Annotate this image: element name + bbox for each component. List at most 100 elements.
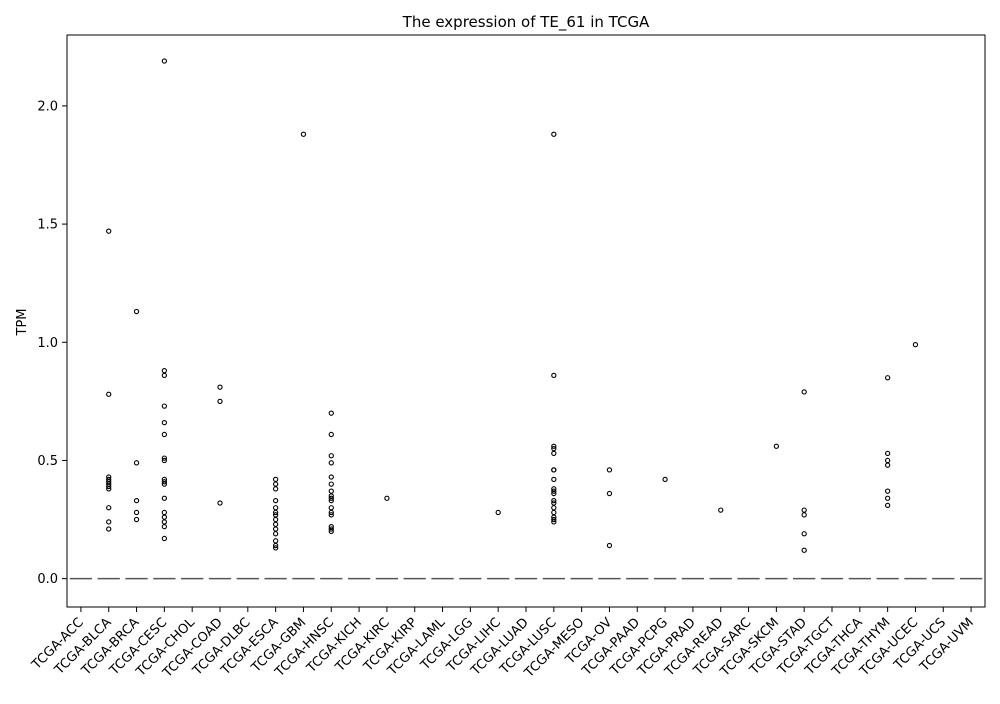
y-tick-label: 1.5 [37, 218, 58, 233]
outlier-point [272, 521, 279, 527]
outlier-point [328, 410, 334, 416]
outlier-point [801, 512, 807, 518]
outlier-point [801, 389, 807, 395]
outlier-point [106, 228, 112, 234]
outlier-point [161, 495, 168, 501]
y-tick-label: 0.5 [37, 454, 58, 469]
outlier-point [606, 467, 613, 473]
outlier-point [328, 453, 334, 459]
outlier-points [106, 58, 919, 553]
outlier-point [161, 509, 168, 516]
outlier-point [662, 476, 668, 483]
x-axis-ticks: TCGA-ACCTCGA-BLCATCGA-BRCATCGA-CESCTCGA-… [29, 607, 977, 681]
outlier-point [217, 384, 223, 390]
outlier-point [328, 497, 334, 504]
outlier-point [606, 542, 613, 549]
outlier-point [106, 391, 112, 397]
outlier-point [551, 497, 557, 504]
outlier-point [328, 526, 334, 532]
outlier-point [272, 538, 279, 544]
outlier-point [272, 526, 279, 532]
outlier-point [328, 488, 334, 494]
outlier-point [884, 495, 891, 501]
y-axis-label: TPM [15, 309, 30, 337]
outlier-point [551, 519, 557, 525]
outlier-point [551, 131, 557, 137]
outlier-point [272, 486, 279, 492]
outlier-point [133, 509, 140, 516]
outlier-point [272, 476, 279, 483]
outlier-point [272, 509, 279, 516]
outlier-point [300, 131, 307, 137]
outlier-point [106, 483, 112, 490]
outlier-point [551, 490, 557, 497]
outlier-point [272, 516, 279, 523]
outlier-point [801, 507, 807, 513]
outlier-point [106, 526, 112, 532]
outlier-point [801, 547, 807, 553]
chart-title: The expression of TE_61 in TCGA [402, 13, 650, 32]
y-tick-label: 0.0 [37, 572, 58, 587]
outlier-point [272, 505, 279, 511]
outlier-point [551, 509, 557, 516]
outlier-point [551, 372, 557, 379]
outlier-point [161, 535, 168, 542]
outlier-point [801, 531, 807, 537]
outlier-point [106, 505, 112, 511]
outlier-point [551, 488, 557, 494]
outlier-point [328, 481, 334, 487]
outlier-point [884, 457, 891, 464]
outlier-point [551, 505, 557, 511]
outlier-point [161, 481, 168, 487]
outlier-point [133, 516, 140, 523]
outlier-point [328, 505, 334, 511]
outlier-point [328, 509, 334, 516]
outlier-point [161, 403, 168, 409]
outlier-point [161, 457, 168, 464]
outlier-point [161, 367, 168, 374]
outlier-point [328, 528, 334, 535]
outlier-point [272, 545, 279, 551]
outlier-point [884, 502, 891, 509]
outlier-point [912, 341, 919, 348]
outlier-point [551, 476, 557, 483]
outlier-point [272, 531, 279, 537]
outlier-point [328, 431, 334, 438]
outlier-point [328, 512, 334, 518]
outlier-point [217, 500, 223, 506]
outlier-point [161, 523, 168, 530]
outlier-point [328, 495, 334, 501]
outlier-point [161, 479, 168, 485]
outlier-point [718, 507, 724, 513]
outlier-point [328, 474, 334, 480]
outlier-point [551, 516, 557, 523]
outlier-point [884, 462, 891, 468]
outlier-point [272, 497, 279, 504]
outlier-point [161, 431, 168, 438]
outlier-point [272, 542, 279, 549]
outlier-point [161, 58, 168, 64]
y-tick-label: 1.0 [37, 336, 58, 351]
outlier-point [161, 519, 168, 525]
outlier-point [606, 490, 613, 497]
outlier-point [272, 481, 279, 487]
outlier-point [884, 375, 891, 381]
outlier-point [133, 460, 140, 466]
outlier-point [551, 467, 557, 473]
outlier-point [133, 497, 140, 504]
y-tick-label: 2.0 [37, 99, 58, 114]
outlier-point [384, 495, 390, 501]
outlier-point [328, 460, 334, 466]
outlier-point [217, 398, 223, 405]
outlier-point [884, 450, 891, 457]
outlier-point [161, 372, 168, 379]
outlier-point [161, 455, 168, 461]
outlier-point [495, 509, 501, 516]
plot-frame [66, 34, 986, 608]
outlier-point [161, 514, 168, 520]
outlier-point [551, 450, 557, 457]
outlier-point [884, 488, 891, 494]
outlier-point [161, 419, 168, 426]
